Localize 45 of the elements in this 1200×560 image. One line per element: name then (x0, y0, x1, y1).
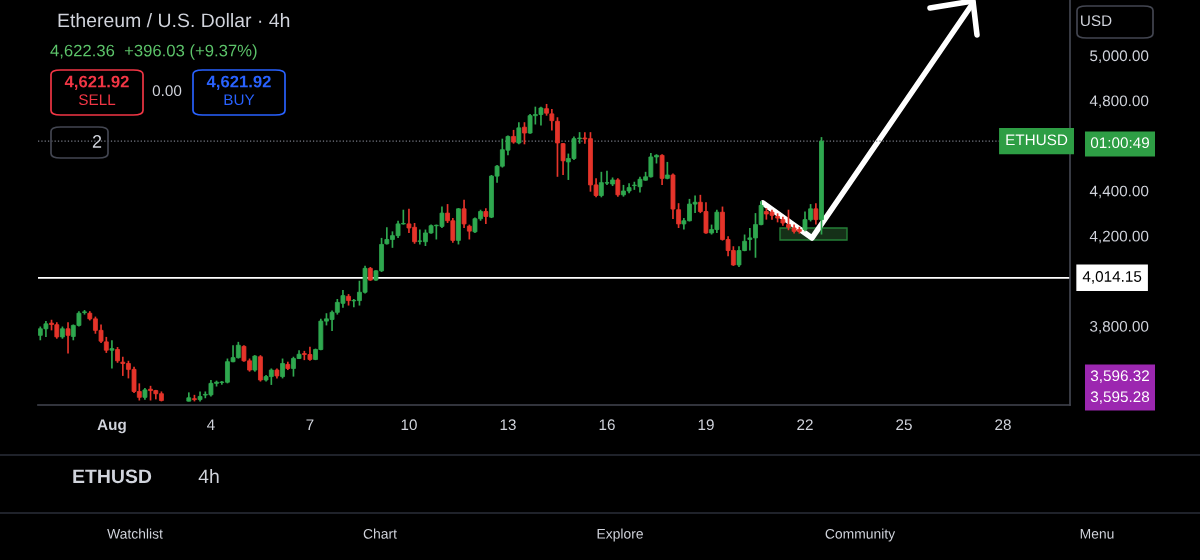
text: 01:00:49 (1090, 137, 1150, 149)
y-tick-label: 3,800.00 (1090, 320, 1149, 334)
annotation: BUY (224, 94, 255, 106)
x-tick-label: 16 (599, 419, 615, 431)
text: Ethereum / U.S. Dollar · 4h (58, 12, 290, 28)
text: 3,596.32 (1090, 370, 1149, 383)
annotation: 2 (92, 135, 102, 148)
x-tick-label: 22 (797, 419, 813, 430)
x-tick-label: Aug (97, 419, 126, 434)
candlestick (258, 354, 263, 383)
candlestick (280, 357, 285, 380)
ref-line-label: ETHUSD (1006, 134, 1068, 146)
y-tick-label: 4,400.00 (1089, 185, 1149, 199)
text: Explore (597, 528, 643, 542)
annotation: SELL (79, 94, 116, 106)
candlestick (615, 177, 621, 198)
text: ETHUSD (73, 469, 152, 484)
text: 4h (198, 468, 219, 484)
text: USD (1081, 15, 1112, 27)
x-tick-label: 19 (698, 419, 714, 431)
x-tick-label: 28 (995, 419, 1011, 431)
candlestick (461, 198, 467, 229)
text: 4,622.36 +396.03 (+9.37%) (50, 44, 257, 60)
x-tick-label: 10 (401, 419, 417, 431)
x-tick-label: 7 (306, 419, 314, 430)
annotation: 4,621.92 (206, 75, 271, 90)
y-tick-label: 4,200.00 (1089, 230, 1149, 244)
text: 3,595.28 (1090, 391, 1150, 404)
annotation: 0.00 (152, 85, 182, 97)
annotation: 4,621.92 (64, 75, 129, 90)
text: Menu (1080, 529, 1114, 539)
x-tick-label: 13 (500, 419, 516, 431)
candlestick (522, 121, 527, 146)
candlestick (659, 153, 665, 186)
y-tick-label: 5,000.00 (1090, 50, 1149, 63)
text: Chart (363, 528, 397, 539)
x-tick-label: 25 (896, 419, 912, 431)
x-tick-label: 4 (207, 419, 215, 430)
ref-line-label: 4,014.15 (1082, 271, 1142, 284)
candlestick (109, 339, 115, 370)
y-tick-label: 4,800.00 (1089, 95, 1149, 109)
text: Watchlist (107, 528, 163, 539)
text: Community (825, 528, 896, 542)
candlestick (65, 321, 71, 355)
candlestick (813, 202, 819, 226)
